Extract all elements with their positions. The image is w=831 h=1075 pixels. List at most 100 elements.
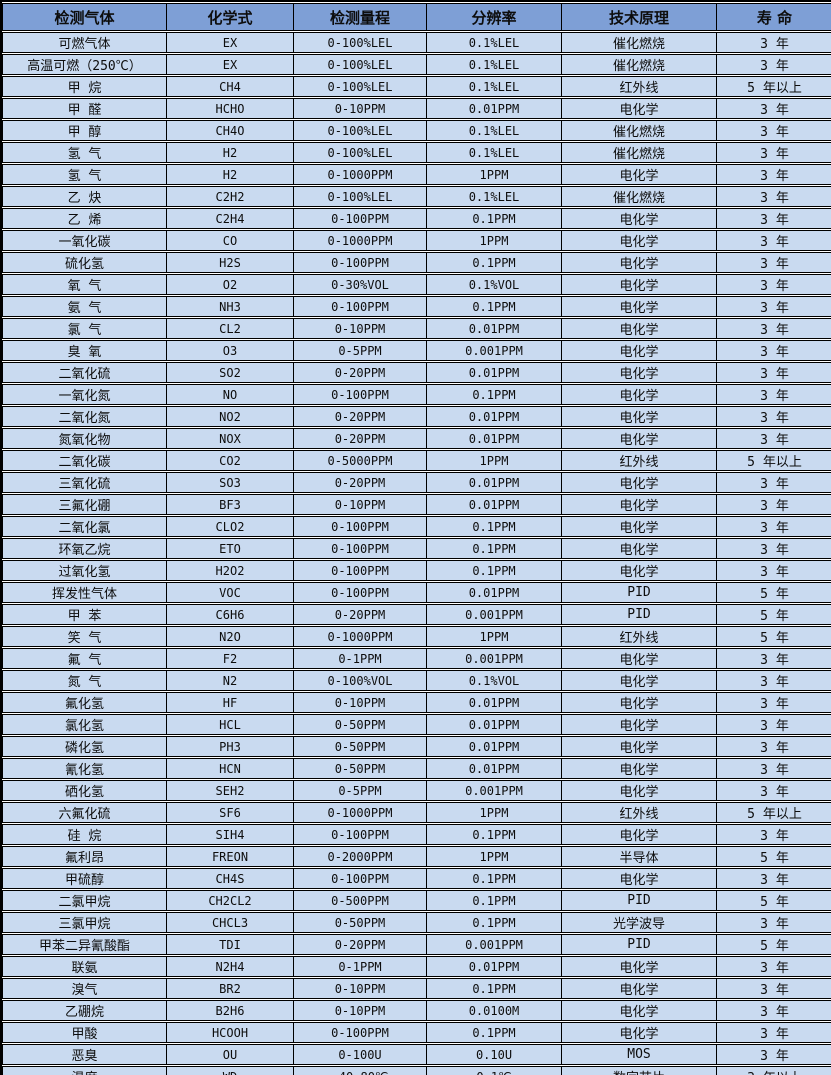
principle-cell: 电化学 <box>562 538 717 559</box>
table-row: 氟 气 F2 0-1PPM 0.001PPM 电化学 3 年 <box>2 648 831 669</box>
gas-name-cell: 甲 苯 <box>2 604 167 625</box>
range-cell: 0-1PPM <box>294 956 427 977</box>
resolution-cell: 0.1PPM <box>427 912 562 933</box>
gas-name-cell: 二氧化碳 <box>2 450 167 471</box>
formula-cell: SF6 <box>167 802 294 823</box>
formula-cell: SIH4 <box>167 824 294 845</box>
principle-cell: 电化学 <box>562 274 717 295</box>
range-cell: 0-100PPM <box>294 252 427 273</box>
lifespan-cell: 3 年 <box>717 516 831 537</box>
table-row: 氢 气 H2 0-100%LEL 0.1%LEL 催化燃烧 3 年 <box>2 142 831 163</box>
gas-name-cell: 氢 气 <box>2 142 167 163</box>
lifespan-cell: 5 年 <box>717 626 831 647</box>
gas-name-cell: 硅 烷 <box>2 824 167 845</box>
table-row: 三氧化硫 SO3 0-20PPM 0.01PPM 电化学 3 年 <box>2 472 831 493</box>
formula-cell: HCL <box>167 714 294 735</box>
formula-cell: N2O <box>167 626 294 647</box>
gas-name-cell: 环氧乙烷 <box>2 538 167 559</box>
principle-cell: 电化学 <box>562 252 717 273</box>
lifespan-cell: 3 年 <box>717 274 831 295</box>
gas-name-cell: 一氧化碳 <box>2 230 167 251</box>
principle-cell: 电化学 <box>562 318 717 339</box>
table-row: 氯 气 CL2 0-10PPM 0.01PPM 电化学 3 年 <box>2 318 831 339</box>
principle-cell: 催化燃烧 <box>562 32 717 53</box>
table-row: 甲 醛 HCHO 0-10PPM 0.01PPM 电化学 3 年 <box>2 98 831 119</box>
formula-cell: CH2CL2 <box>167 890 294 911</box>
resolution-cell: 0.01PPM <box>427 736 562 757</box>
range-cell: 0-20PPM <box>294 428 427 449</box>
gas-name-cell: 氟利昂 <box>2 846 167 867</box>
gas-name-cell: 乙 炔 <box>2 186 167 207</box>
range-cell: 0-50PPM <box>294 714 427 735</box>
principle-cell: 数字芯片 <box>562 1066 717 1075</box>
resolution-cell: 0.1%LEL <box>427 142 562 163</box>
resolution-cell: 0.1℃ <box>427 1066 562 1075</box>
table-row: 二氧化硫 SO2 0-20PPM 0.01PPM 电化学 3 年 <box>2 362 831 383</box>
range-cell: 0-10PPM <box>294 98 427 119</box>
table-row: 氰化氢 HCN 0-50PPM 0.01PPM 电化学 3 年 <box>2 758 831 779</box>
range-cell: 0-50PPM <box>294 912 427 933</box>
formula-cell: O2 <box>167 274 294 295</box>
table-row: 甲硫醇 CH4S 0-100PPM 0.1PPM 电化学 3 年 <box>2 868 831 889</box>
gas-name-cell: 硒化氢 <box>2 780 167 801</box>
formula-cell: N2 <box>167 670 294 691</box>
gas-name-cell: 一氧化氮 <box>2 384 167 405</box>
formula-cell: CH4O <box>167 120 294 141</box>
formula-cell: F2 <box>167 648 294 669</box>
lifespan-cell: 3 年 <box>717 868 831 889</box>
principle-cell: 半导体 <box>562 846 717 867</box>
lifespan-cell: 3 年 <box>717 494 831 515</box>
principle-cell: 催化燃烧 <box>562 186 717 207</box>
principle-cell: 红外线 <box>562 802 717 823</box>
gas-name-cell: 二氧化氮 <box>2 406 167 427</box>
formula-cell: C2H2 <box>167 186 294 207</box>
principle-cell: 电化学 <box>562 340 717 361</box>
lifespan-cell: 3 年 <box>717 670 831 691</box>
range-cell: 0-10PPM <box>294 978 427 999</box>
table-row: 三氟化硼 BF3 0-10PPM 0.01PPM 电化学 3 年 <box>2 494 831 515</box>
lifespan-cell: 5 年 <box>717 890 831 911</box>
formula-cell: BR2 <box>167 978 294 999</box>
range-cell: 0-500PPM <box>294 890 427 911</box>
principle-cell: 电化学 <box>562 516 717 537</box>
principle-cell: 电化学 <box>562 978 717 999</box>
formula-cell: CH4 <box>167 76 294 97</box>
formula-cell: EX <box>167 32 294 53</box>
range-cell: 0-1000PPM <box>294 230 427 251</box>
resolution-cell: 0.1%LEL <box>427 186 562 207</box>
formula-cell: NO <box>167 384 294 405</box>
range-cell: 0-100PPM <box>294 208 427 229</box>
resolution-cell: 0.1%LEL <box>427 120 562 141</box>
resolution-cell: 0.1%LEL <box>427 32 562 53</box>
gas-name-cell: 可燃气体 <box>2 32 167 53</box>
formula-cell: NH3 <box>167 296 294 317</box>
formula-cell: EX <box>167 54 294 75</box>
lifespan-cell: 3 年 <box>717 824 831 845</box>
range-cell: 0-5PPM <box>294 340 427 361</box>
table-row: 氟利昂 FREON 0-2000PPM 1PPM 半导体 5 年 <box>2 846 831 867</box>
principle-cell: 电化学 <box>562 472 717 493</box>
lifespan-cell: 3 年 <box>717 978 831 999</box>
lifespan-cell: 3 年 <box>717 98 831 119</box>
resolution-cell: 0.1%VOL <box>427 670 562 691</box>
formula-cell: SEH2 <box>167 780 294 801</box>
lifespan-cell: 3 年 <box>717 384 831 405</box>
formula-cell: PH3 <box>167 736 294 757</box>
gas-name-cell: 挥发性气体 <box>2 582 167 603</box>
resolution-cell: 0.01PPM <box>427 406 562 427</box>
principle-cell: 电化学 <box>562 714 717 735</box>
resolution-cell: 0.10U <box>427 1044 562 1065</box>
principle-cell: 电化学 <box>562 98 717 119</box>
resolution-cell: 0.01PPM <box>427 714 562 735</box>
gas-name-cell: 温度 <box>2 1066 167 1075</box>
table-row: 一氧化碳 CO 0-1000PPM 1PPM 电化学 3 年 <box>2 230 831 251</box>
table-header: 检测气体 化学式 检测量程 分辨率 技术原理 寿 命 <box>2 3 831 31</box>
resolution-cell: 1PPM <box>427 164 562 185</box>
gas-name-cell: 甲 醛 <box>2 98 167 119</box>
gas-name-cell: 氢 气 <box>2 164 167 185</box>
resolution-cell: 0.0100M <box>427 1000 562 1021</box>
lifespan-cell: 3 年 <box>717 472 831 493</box>
column-header-range: 检测量程 <box>294 3 427 31</box>
formula-cell: WD <box>167 1066 294 1075</box>
table-row: 氧 气 O2 0-30%VOL 0.1%VOL 电化学 3 年 <box>2 274 831 295</box>
